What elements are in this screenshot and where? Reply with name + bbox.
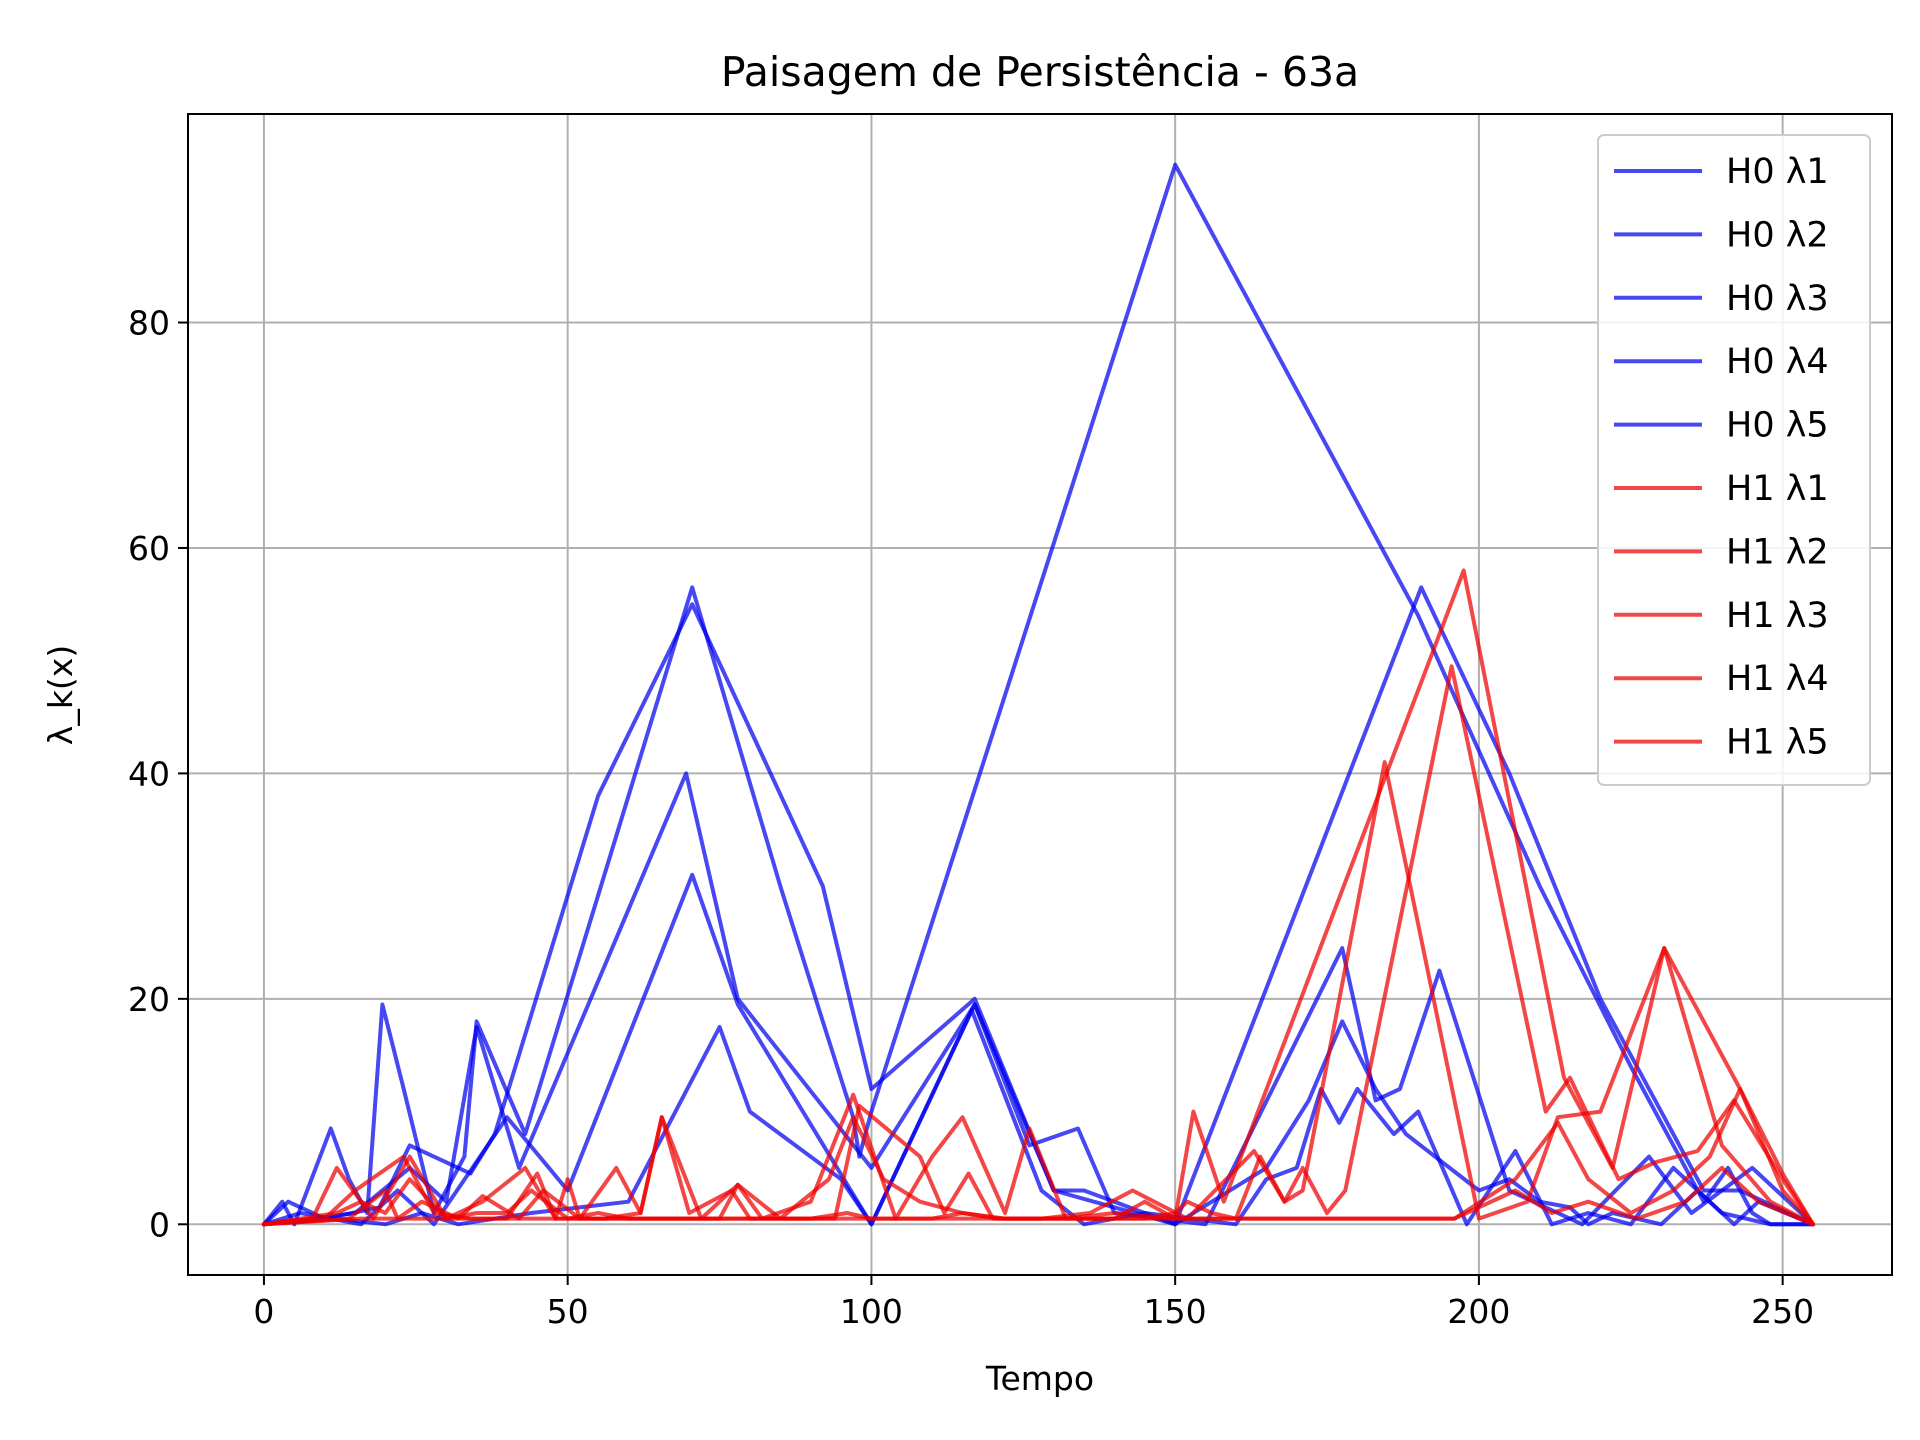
chart-title: Paisagem de Persistência - 63a — [721, 48, 1359, 96]
legend-entry-label: H0 λ2 — [1726, 215, 1829, 255]
x-tick-label: 150 — [1144, 1292, 1207, 1331]
x-tick-label: 100 — [840, 1292, 903, 1331]
legend-entry-label: H0 λ1 — [1726, 152, 1829, 192]
series-h1-lambda5 — [261, 1165, 1815, 1227]
plot-series — [261, 162, 1815, 1227]
y-tick-label: 80 — [128, 304, 170, 343]
series-h1-lambda4 — [261, 1087, 1815, 1227]
series-h0-lambda1 — [261, 162, 1815, 1227]
legend-entry-label: H0 λ4 — [1726, 342, 1829, 382]
x-tick-label: 50 — [547, 1292, 589, 1331]
y-tick-label: 20 — [128, 980, 170, 1019]
legend-entry-label: H1 λ1 — [1726, 469, 1829, 509]
legend-entry-label: H1 λ5 — [1726, 723, 1829, 763]
y-tick-label: 0 — [149, 1205, 170, 1244]
x-tick-label: 250 — [1751, 1292, 1814, 1331]
series-h0-lambda3 — [261, 771, 1815, 1227]
series-h1-lambda1 — [261, 568, 1815, 1227]
x-tick-label: 0 — [253, 1292, 274, 1331]
y-axis-label: λ_k(x) — [41, 645, 80, 745]
legend: H0 λ1 H0 λ2 H0 λ3 H0 λ4 H0 λ5 H1 λ1 H1 λ2 H1 λ3… — [1597, 134, 1871, 786]
y-tick-label: 60 — [128, 529, 170, 568]
plot-frame — [187, 113, 1893, 1276]
series-h0-lambda5 — [261, 1008, 1815, 1227]
series-h1-lambda2 — [261, 664, 1815, 1227]
y-tick-label: 40 — [128, 754, 170, 793]
legend-entry-label: H1 λ4 — [1726, 659, 1829, 699]
legend-entry-label: H1 λ2 — [1726, 532, 1829, 572]
legend-entry-label: H1 λ3 — [1726, 596, 1829, 636]
legend-entry-label: H0 λ3 — [1726, 279, 1829, 319]
x-axis-label: Tempo — [985, 1359, 1094, 1398]
x-tick-label: 200 — [1447, 1292, 1510, 1331]
legend-entry-label: H0 λ5 — [1726, 406, 1829, 446]
axis-ticks: 0 50 100 150 200 250 0 20 40 60 80 — [128, 304, 1814, 1331]
